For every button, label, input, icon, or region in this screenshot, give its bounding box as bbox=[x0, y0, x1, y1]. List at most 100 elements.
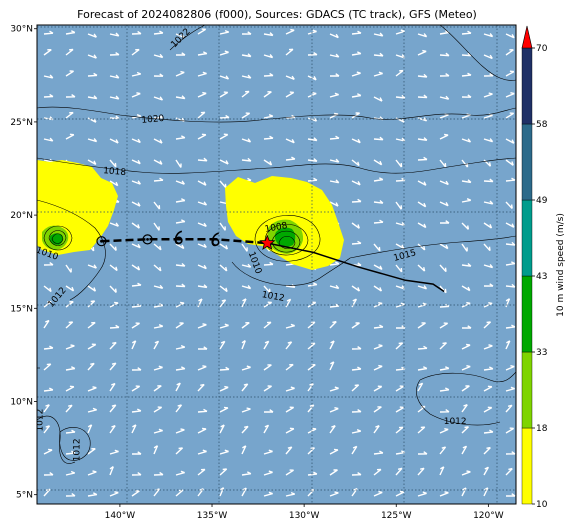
wind-arrow bbox=[109, 285, 117, 293]
wind-arrow bbox=[395, 159, 403, 168]
wind-arrow bbox=[153, 324, 164, 329]
colorbar-tick-label: 49 bbox=[536, 196, 548, 206]
wind-arrow bbox=[109, 341, 117, 350]
wind-arrow bbox=[109, 74, 120, 79]
wind-arrow bbox=[65, 493, 76, 497]
wind-arrow bbox=[483, 385, 493, 392]
track-point-marker bbox=[142, 234, 153, 245]
wind-arrow bbox=[373, 243, 381, 252]
wind-arrow bbox=[351, 346, 362, 350]
wind-arrow bbox=[395, 201, 402, 210]
wind-arrow bbox=[307, 447, 315, 455]
wind-arrow bbox=[43, 363, 52, 371]
wind-arrow bbox=[505, 177, 516, 182]
colorbar-segment bbox=[521, 427, 533, 505]
wind-arrow bbox=[131, 222, 140, 229]
wind-arrow bbox=[373, 450, 384, 455]
wind-arrow bbox=[329, 135, 340, 140]
wind-arrow bbox=[373, 406, 382, 413]
wind-arrow bbox=[197, 201, 208, 206]
wind-arrow bbox=[483, 159, 492, 167]
wind-arrow bbox=[131, 30, 142, 35]
wind-arrow bbox=[197, 111, 206, 119]
wind-arrow bbox=[285, 156, 296, 161]
wind-arrow bbox=[219, 323, 229, 329]
wind-arrow bbox=[197, 427, 207, 434]
wind-speed-colorbar: 10 18 33 43 49 58 70 10 m wind speed (m/s) bbox=[521, 25, 566, 510]
wind-arrow bbox=[263, 135, 274, 140]
colorbar-tick-label: 70 bbox=[536, 44, 548, 54]
wind-arrow bbox=[505, 201, 513, 209]
wind-arrow bbox=[439, 264, 447, 273]
wind-arrow bbox=[219, 159, 229, 165]
wind-arrow bbox=[351, 384, 360, 392]
wind-arrow bbox=[417, 222, 427, 229]
wind-arrow bbox=[417, 491, 427, 497]
wind-arrow bbox=[153, 96, 164, 101]
wind-arrow bbox=[329, 469, 338, 476]
wind-arrow bbox=[461, 72, 472, 77]
wind-arrow bbox=[175, 366, 186, 371]
map-frame bbox=[36, 24, 517, 505]
wind-arrow bbox=[241, 90, 250, 98]
wind-arrow bbox=[329, 386, 339, 392]
wind-arrow bbox=[65, 321, 74, 329]
isobar-label: 1022 bbox=[232, 18, 255, 28]
wind-arrow bbox=[241, 487, 247, 497]
wind-arrow bbox=[483, 200, 494, 205]
wind-arrow bbox=[175, 322, 184, 329]
wind-arrow bbox=[175, 95, 186, 100]
wind-arrow bbox=[65, 48, 74, 56]
wind-arrow bbox=[131, 264, 141, 271]
wind-arrow bbox=[329, 407, 339, 413]
wind-arrow bbox=[87, 300, 96, 308]
wind-arrow bbox=[131, 92, 141, 98]
wind-arrow bbox=[65, 450, 76, 455]
wind-arrow bbox=[505, 222, 515, 228]
wind-arrow bbox=[263, 54, 274, 59]
wind-arrow bbox=[505, 92, 515, 98]
wind-arrow bbox=[439, 159, 447, 168]
wind-arrow bbox=[87, 72, 98, 77]
wind-arrow bbox=[43, 74, 54, 79]
wind-arrow bbox=[264, 409, 274, 413]
wind-arrow bbox=[197, 91, 207, 98]
wind-arrow bbox=[153, 340, 160, 350]
wind-arrow bbox=[439, 243, 449, 250]
wind-arrow bbox=[263, 261, 274, 266]
wind-arrow bbox=[461, 426, 469, 434]
wind-arrow bbox=[219, 424, 225, 434]
wind-arrow bbox=[263, 159, 273, 166]
wind-arrow bbox=[153, 471, 164, 476]
wind-arrow bbox=[219, 114, 230, 119]
wind-arrow bbox=[263, 449, 273, 455]
wind-arrow bbox=[87, 95, 98, 100]
wind-arrow bbox=[505, 298, 511, 308]
wind-arrow bbox=[175, 135, 186, 140]
wind-arrow bbox=[505, 340, 511, 350]
wind-arrow bbox=[505, 324, 516, 329]
wind-arrow bbox=[263, 321, 272, 329]
wind-arrow bbox=[373, 219, 384, 224]
wind-arrow bbox=[395, 366, 406, 371]
wind-arrow bbox=[439, 491, 449, 497]
wind-arrow bbox=[396, 325, 406, 329]
wind-arrow bbox=[307, 383, 314, 392]
wind-arrow bbox=[307, 471, 318, 476]
wind-arrow bbox=[153, 428, 163, 434]
wind-arrow bbox=[439, 366, 450, 371]
wind-arrow bbox=[109, 159, 117, 168]
wind-arrow bbox=[461, 243, 468, 252]
wind-arrow bbox=[417, 243, 426, 251]
isobar-label: 1012 bbox=[261, 290, 285, 304]
wind-arrow bbox=[197, 71, 207, 77]
wind-arrow bbox=[505, 427, 515, 434]
isobars bbox=[37, 25, 516, 464]
wind-arrow bbox=[131, 367, 142, 371]
wind-arrow bbox=[395, 426, 404, 434]
wind-arrow bbox=[329, 33, 339, 39]
wind-arrow bbox=[461, 301, 471, 308]
wind-arrow bbox=[219, 180, 227, 189]
tc-track-forecast bbox=[267, 242, 445, 293]
wind-arrow bbox=[307, 282, 318, 287]
